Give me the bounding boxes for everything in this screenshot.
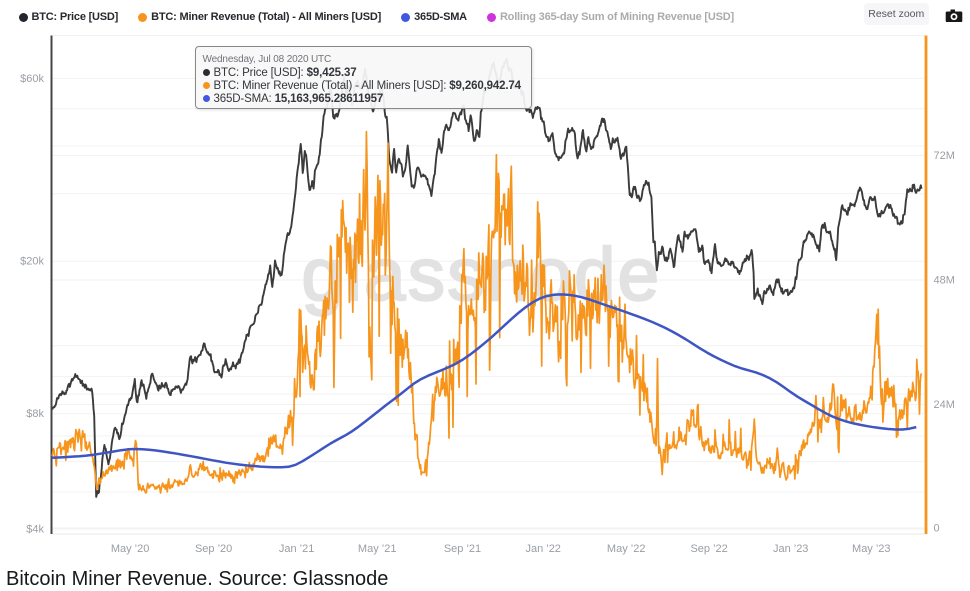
- svg-text:48M: 48M: [934, 275, 955, 287]
- svg-text:0: 0: [934, 523, 940, 535]
- svg-text:$4k: $4k: [26, 524, 44, 536]
- svg-text:May ’23: May ’23: [852, 543, 891, 555]
- svg-text:$60k: $60k: [20, 73, 44, 85]
- svg-text:Sep ’20: Sep ’20: [195, 543, 232, 555]
- svg-text:$20k: $20k: [20, 256, 44, 268]
- svg-text:May ’20: May ’20: [111, 543, 150, 555]
- svg-text:Jan ’23: Jan ’23: [773, 543, 808, 555]
- svg-text:Sep ’22: Sep ’22: [690, 543, 727, 555]
- svg-text:Jan ’21: Jan ’21: [279, 543, 314, 555]
- svg-text:24M: 24M: [934, 399, 955, 411]
- svg-text:Sep ’21: Sep ’21: [444, 543, 481, 555]
- svg-text:May ’21: May ’21: [358, 543, 397, 555]
- svg-text:Jan ’22: Jan ’22: [525, 543, 560, 555]
- svg-text:$8k: $8k: [26, 408, 44, 420]
- svg-text:May ’22: May ’22: [607, 543, 646, 555]
- svg-text:72M: 72M: [934, 150, 955, 162]
